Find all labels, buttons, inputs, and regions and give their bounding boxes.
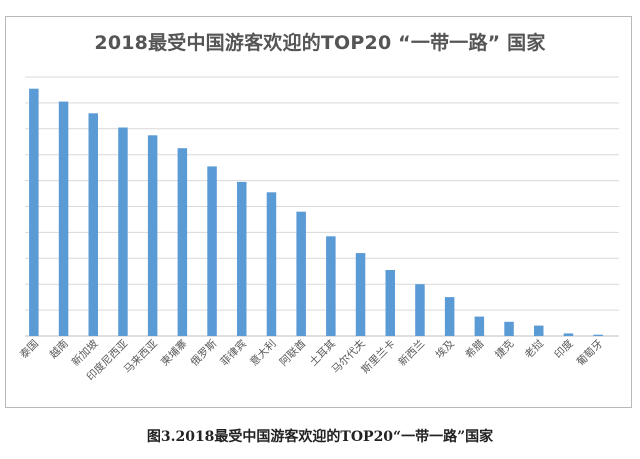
tick-label-x: 俄罗斯 xyxy=(188,337,220,369)
bar-8 xyxy=(237,181,247,336)
bar-16 xyxy=(474,316,485,336)
figure-caption: 图3.2018最受中国游客欢迎的TOP20“一带一路”国家 xyxy=(146,429,494,445)
tick-label-x: 菲律宾 xyxy=(218,337,249,368)
bar-3 xyxy=(88,113,98,336)
tick-label-x: 新西兰 xyxy=(396,337,427,368)
tick-label-x: 捷克 xyxy=(492,337,516,361)
tick-label-x: 葡萄牙 xyxy=(574,337,605,368)
bar-12 xyxy=(355,253,366,336)
tick-label-x: 希腊 xyxy=(463,337,487,361)
tick-label-x: 埃及 xyxy=(433,337,457,361)
bar-14 xyxy=(415,284,425,336)
bar-7 xyxy=(207,166,217,336)
tick-label-x: 阿联酋 xyxy=(277,337,308,368)
bar-2 xyxy=(58,101,69,336)
bar-19 xyxy=(563,333,574,336)
tick-label-x: 印度 xyxy=(552,337,576,361)
bar-5 xyxy=(147,135,158,336)
bar-18 xyxy=(534,325,544,336)
bar-10 xyxy=(296,211,306,336)
tick-label-x: 柬埔寨 xyxy=(158,337,190,369)
tick-label-x: 泰国 xyxy=(17,337,41,361)
bar-20 xyxy=(593,334,603,336)
tick-label-x: 越南 xyxy=(47,337,71,361)
bar-11 xyxy=(326,236,336,336)
bar-13 xyxy=(385,270,395,336)
tick-label-x: 马来西亚 xyxy=(122,337,161,376)
bar-15 xyxy=(444,297,455,336)
tick-label-x: 意大利 xyxy=(247,337,278,368)
chart-frame xyxy=(5,16,632,408)
bar-9 xyxy=(266,192,277,336)
chart-title: 2018最受中国游客欢迎的TOP20 “一带一路” 国家 xyxy=(94,32,546,54)
tick-label-x: 老挝 xyxy=(522,337,546,361)
bar-17 xyxy=(504,321,514,336)
bar-1 xyxy=(29,88,39,336)
bar-6 xyxy=(177,148,188,336)
bar-chart: 泰国 越南新加坡印度尼西亚马来西亚柬埔寨俄罗斯菲律宾意大利阿联酋土耳其马尔代夫斯里… xyxy=(17,76,619,383)
bar-4 xyxy=(118,127,128,336)
